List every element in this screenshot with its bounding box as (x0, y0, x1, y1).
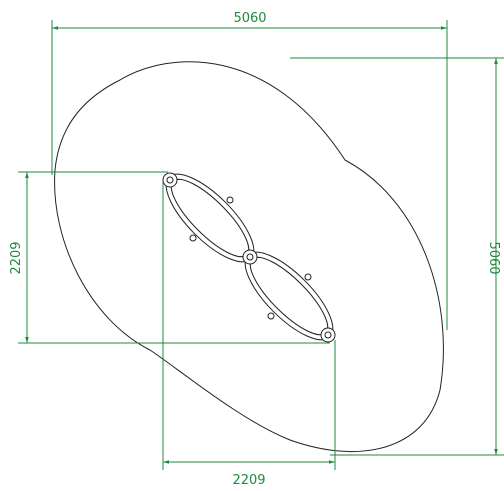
outline (54, 61, 444, 452)
dimension-lines (18, 20, 504, 470)
dimension-label: 5060 (486, 241, 501, 274)
dimension-label: 2209 (232, 473, 265, 488)
dimension-label: 2209 (9, 241, 24, 274)
dimension-label: 5060 (233, 11, 266, 26)
lattice (162, 172, 336, 343)
